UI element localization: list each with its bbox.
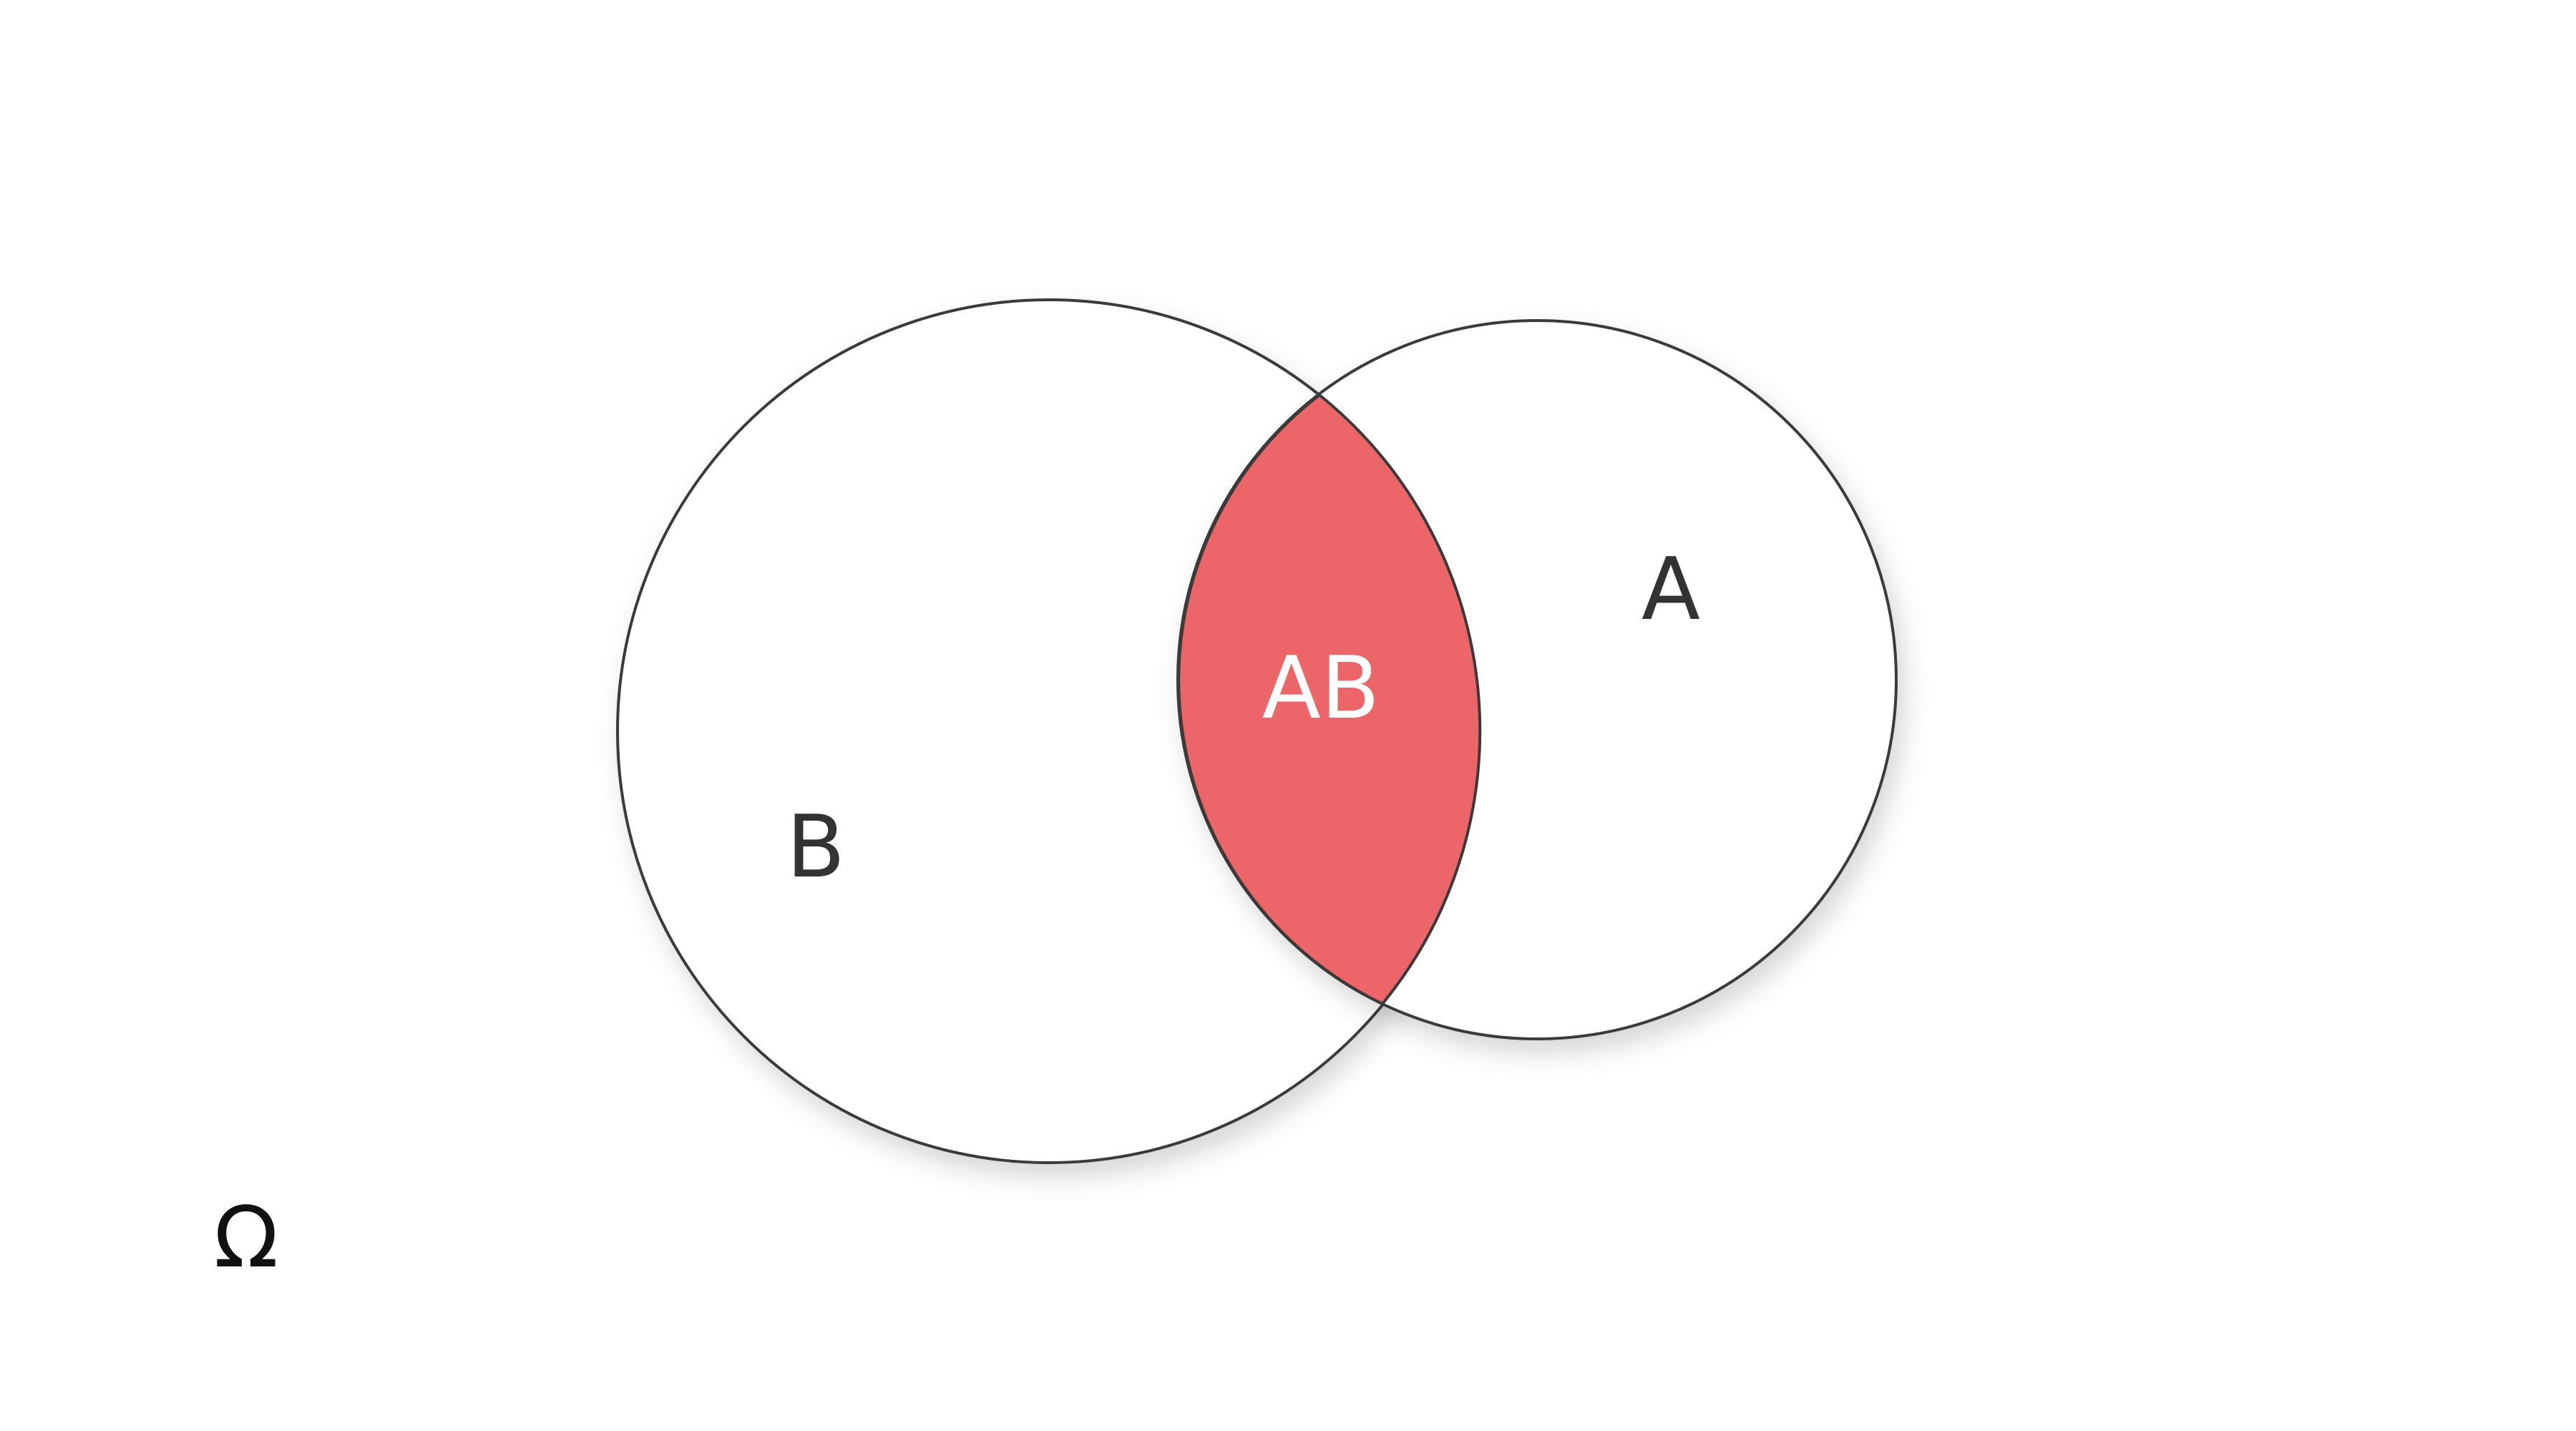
set-b-label: B xyxy=(786,798,845,897)
intersection-outline xyxy=(1177,393,1482,1006)
intersection-label: AB xyxy=(1262,639,1380,738)
universe-label: Ω xyxy=(214,1188,278,1286)
set-a-label: A xyxy=(1641,540,1700,640)
